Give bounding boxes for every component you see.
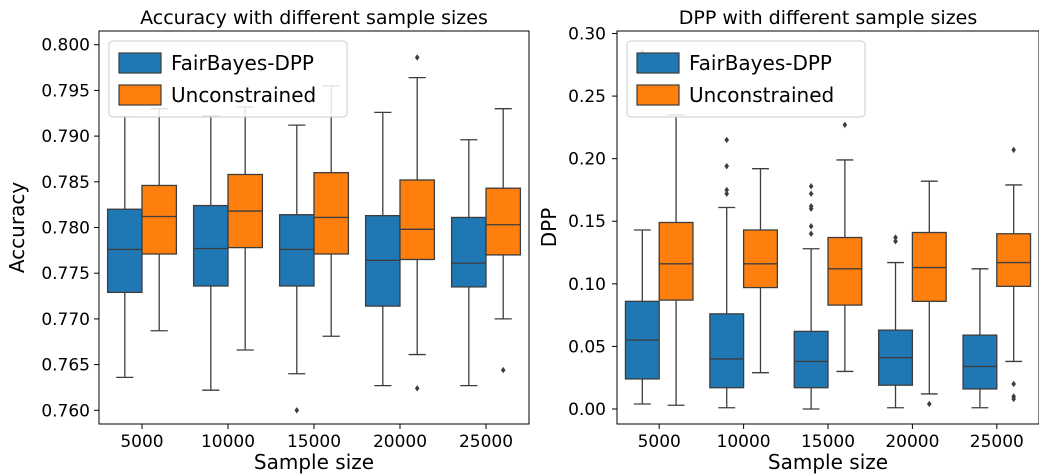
legend-label: FairBayes-DPP: [689, 51, 832, 75]
legend-swatch: [636, 84, 680, 106]
chart-title: DPP with different sample sizes: [679, 7, 978, 29]
outlier-point: [808, 205, 814, 212]
outlier-point: [1011, 395, 1016, 403]
series-fairbayes-dpp: [106, 111, 487, 414]
box: [485, 187, 522, 256]
box: [278, 214, 315, 287]
legend-box: [626, 40, 866, 118]
box: [399, 179, 436, 261]
x-tick-label: 10000: [201, 432, 255, 452]
outlier-point: [893, 238, 898, 245]
box: [793, 330, 829, 389]
y-tick-label: 0.795: [41, 81, 90, 101]
box: [313, 172, 350, 255]
x-tick-label: 5000: [120, 432, 163, 452]
legend-swatch: [636, 52, 680, 74]
x-tick-label: 25000: [459, 432, 513, 452]
box: [962, 334, 998, 390]
y-tick-label: 0.20: [568, 150, 606, 170]
legend-box: [108, 40, 348, 118]
outlier-point: [724, 186, 730, 194]
x-tick-label: 5000: [638, 432, 681, 452]
outlier-point: [724, 136, 730, 144]
outlier-point: [808, 230, 814, 237]
x-axis-label: Sample size: [768, 450, 888, 474]
y-tick-label: 0.780: [41, 219, 90, 239]
y-tick-label: 0.25: [568, 87, 606, 107]
outlier-point: [893, 234, 898, 241]
outlier-point: [294, 407, 300, 414]
y-tick-label: 0.30: [568, 25, 606, 45]
y-tick-label: 0.790: [41, 127, 90, 147]
y-tick-label: 0.10: [568, 275, 606, 295]
outlier-point: [724, 190, 730, 197]
outlier-point: [808, 190, 814, 197]
x-tick-label: 25000: [970, 432, 1024, 452]
box: [192, 204, 229, 287]
box: [141, 184, 178, 255]
x-tick-label: 15000: [287, 432, 341, 452]
box: [658, 221, 694, 301]
x-tick-label: 20000: [885, 432, 939, 452]
series-unconstrained: [141, 54, 522, 392]
x-tick-label: 10000: [717, 432, 771, 452]
outlier-point: [414, 385, 420, 392]
chart-title: Accuracy with different sample sizes: [140, 7, 488, 29]
series-fairbayes-dpp: [624, 49, 998, 410]
y-tick-label: 0.15: [568, 212, 606, 232]
box: [450, 216, 487, 288]
x-tick-label: 20000: [373, 432, 427, 452]
outlier-point: [926, 400, 932, 408]
outlier-point: [500, 366, 506, 374]
outlier-point: [808, 223, 814, 230]
y-tick-label: 0.760: [41, 401, 90, 421]
outlier-point: [1011, 146, 1016, 154]
outlier-point: [414, 54, 420, 61]
y-tick-label: 0.775: [41, 264, 90, 284]
y-tick-label: 0.785: [41, 173, 90, 193]
chart-panel-1: 0.760 0.765 0.770 0.775 0.780 0.785 0.790 0.795…: [5, 7, 530, 474]
legend: FairBayes-DPP Unconstrained: [108, 40, 348, 118]
outlier-point: [724, 162, 730, 170]
box: [827, 236, 863, 306]
y-tick-label: 0.770: [41, 310, 90, 330]
x-tick-label: 15000: [801, 432, 855, 452]
legend-label: FairBayes-DPP: [171, 51, 314, 75]
legend: FairBayes-DPP Unconstrained: [626, 40, 866, 118]
series-unconstrained: [658, 97, 1032, 408]
chart-panel-2: 0.00 0.05 0.10 0.15 0.20 0.25 0.30 5000 10000 150…: [537, 7, 1039, 474]
y-axis-label: Accuracy: [5, 182, 29, 273]
box: [996, 233, 1032, 287]
outlier-point: [842, 121, 848, 129]
y-tick-label: 0.800: [41, 36, 90, 56]
outlier-point: [808, 182, 814, 190]
y-tick-label: 0.765: [41, 356, 90, 376]
y-tick-label: 0.00: [568, 400, 606, 420]
x-axis-label: Sample size: [254, 450, 374, 474]
y-axis-label: DPP: [537, 208, 561, 248]
box: [742, 229, 779, 289]
legend-swatch: [118, 84, 162, 106]
box: [709, 313, 745, 389]
legend-label: Unconstrained: [689, 83, 834, 107]
legend-label: Unconstrained: [171, 83, 316, 107]
legend-swatch: [118, 52, 162, 74]
box: [106, 208, 143, 294]
outlier-point: [1011, 380, 1016, 388]
y-tick-label: 0.05: [568, 337, 606, 357]
